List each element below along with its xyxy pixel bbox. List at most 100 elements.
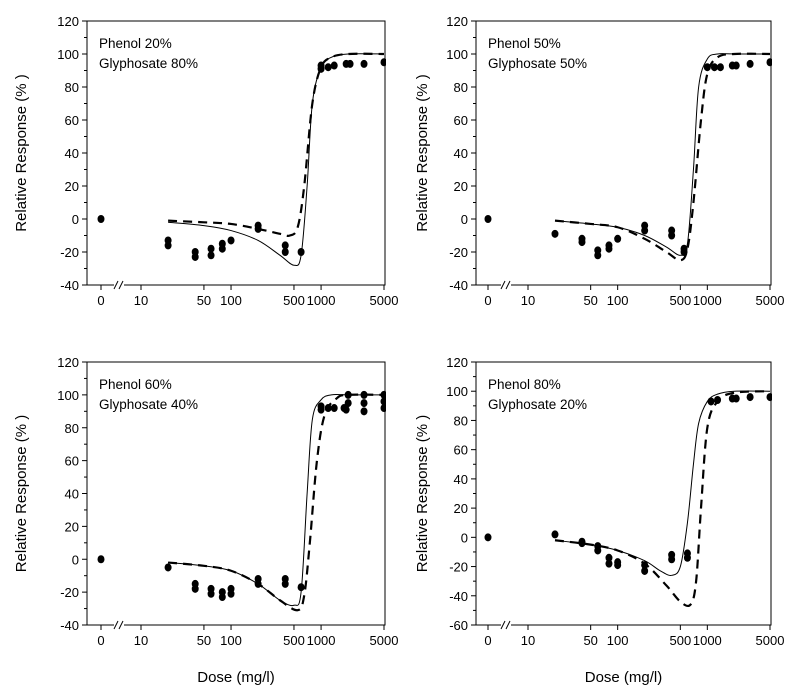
data-point <box>766 393 772 402</box>
x-tick-label: 50 <box>583 293 597 308</box>
data-point <box>227 589 235 598</box>
axis-break-mark <box>118 280 124 290</box>
dashed-fit-curve <box>554 390 771 608</box>
x-tick-label: 100 <box>220 293 242 308</box>
x-tick-label: 1000 <box>693 293 722 308</box>
data-point <box>668 555 676 564</box>
y-tick-label: -60 <box>449 618 468 633</box>
x-tick-label: 100 <box>607 293 629 308</box>
x-tick-label: 5000 <box>756 633 785 648</box>
data-point <box>297 583 305 592</box>
x-tick-label: 0 <box>484 633 491 648</box>
x-tick-label: 100 <box>220 633 242 648</box>
data-point <box>668 231 676 240</box>
y-tick-label: 80 <box>65 421 79 436</box>
y-tick-label: 20 <box>65 519 79 534</box>
data-point <box>207 589 215 598</box>
x-tick-label: 1000 <box>307 633 336 648</box>
y-tick-label: 60 <box>65 113 79 128</box>
axis-break-mark <box>505 620 511 630</box>
y-tick-label: 40 <box>65 487 79 502</box>
data-point <box>484 215 492 223</box>
axis-break-gap <box>114 283 124 287</box>
data-point <box>605 559 613 568</box>
data-point <box>97 215 105 223</box>
axis-break-mark <box>118 620 124 630</box>
data-point <box>641 561 649 570</box>
x-tick-label: 10 <box>521 293 535 308</box>
data-point <box>254 579 262 588</box>
data-point <box>594 546 602 555</box>
axis-break-mark <box>500 280 506 290</box>
y-tick-label: 0 <box>461 530 468 545</box>
y-tick-label: -20 <box>60 585 79 600</box>
x-axis-title: Dose (mg/l) <box>585 669 663 686</box>
data-point <box>164 563 172 572</box>
dashed-fit-curve <box>554 52 771 262</box>
x-tick-label: 500 <box>283 293 305 308</box>
axis-break-mark <box>113 280 119 290</box>
data-point <box>716 63 724 72</box>
panel-annotation: Phenol 50% <box>488 36 561 51</box>
x-tick-label: 5000 <box>370 293 399 308</box>
y-tick-label: 0 <box>72 552 79 567</box>
data-point <box>594 251 602 260</box>
y-tick-label: 0 <box>72 212 79 227</box>
x-tick-label: 1000 <box>693 633 722 648</box>
y-tick-label: -20 <box>60 245 79 260</box>
panel-annotation: Phenol 60% <box>99 377 172 392</box>
y-tick-label: 0 <box>461 212 468 227</box>
data-point <box>207 244 215 253</box>
data-point <box>380 58 386 67</box>
x-axis-title: Dose (mg/l) <box>197 669 275 686</box>
data-point <box>680 248 688 256</box>
x-tick-label: 500 <box>669 293 691 308</box>
y-tick-label: 20 <box>454 501 468 516</box>
y-tick-label: 60 <box>454 113 468 128</box>
data-point <box>97 555 105 564</box>
x-tick-label: 500 <box>283 633 305 648</box>
data-point <box>360 390 368 399</box>
axis-break-mark <box>505 280 511 290</box>
x-tick-label: 10 <box>521 633 535 648</box>
y-tick-label: 80 <box>65 80 79 95</box>
data-point <box>380 404 386 413</box>
data-point <box>605 553 613 562</box>
data-point <box>227 236 235 245</box>
solid-fit-curve <box>554 53 770 256</box>
x-tick-label: 500 <box>669 633 691 648</box>
y-tick-label: 40 <box>65 146 79 161</box>
data-point <box>344 399 352 408</box>
x-tick-label: 50 <box>197 633 211 648</box>
data-point <box>254 224 262 233</box>
data-point <box>297 248 305 256</box>
y-tick-label: 80 <box>454 80 468 95</box>
data-point <box>641 226 649 235</box>
y-axis-title: Relative Response (% ) <box>13 415 30 573</box>
x-tick-label: 5000 <box>756 293 785 308</box>
plot-content <box>484 52 772 262</box>
dashed-fit-curve <box>168 52 385 237</box>
y-tick-label: 20 <box>454 179 468 194</box>
solid-fit-curve <box>554 390 771 576</box>
data-point <box>605 244 613 253</box>
y-tick-label: 100 <box>57 47 79 62</box>
y-tick-label: 20 <box>65 179 79 194</box>
data-point <box>164 241 172 250</box>
axis-break-gap <box>501 623 511 627</box>
x-tick-label: 0 <box>97 293 104 308</box>
panel-top-right: -40 -20 0 20 40 60 80 100 120 0 10 50 100 500 1000 5000… <box>414 14 784 308</box>
plot-content <box>97 52 386 267</box>
x-tick-label: 0 <box>97 633 104 648</box>
panel-annotation: Glyphosate 20% <box>488 397 587 412</box>
panel-annotation: Phenol 80% <box>488 377 561 392</box>
dashed-fit-curve <box>168 393 385 612</box>
x-tick-label: 50 <box>583 633 597 648</box>
data-point <box>324 404 332 413</box>
plot-content <box>97 390 386 612</box>
data-point <box>484 533 492 542</box>
panel-annotation: Glyphosate 80% <box>99 56 198 71</box>
x-tick-label: 100 <box>607 633 629 648</box>
x-tick-label: 10 <box>134 293 148 308</box>
data-point <box>703 63 711 72</box>
